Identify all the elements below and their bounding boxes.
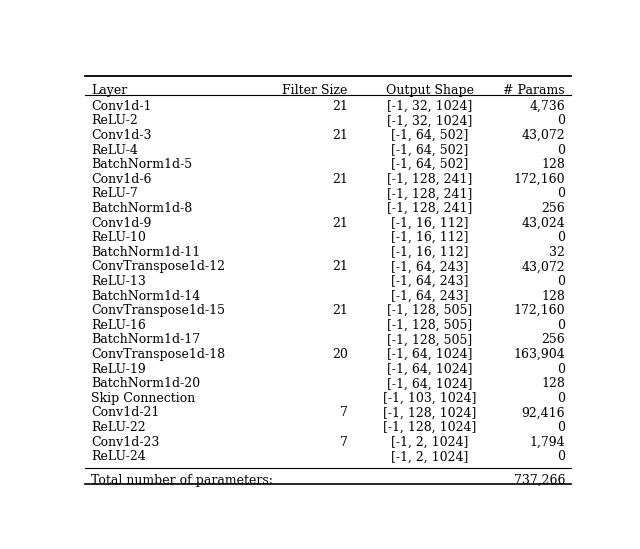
Text: 21: 21 xyxy=(332,260,348,273)
Text: Layer: Layer xyxy=(91,83,127,97)
Text: ConvTranspose1d-18: ConvTranspose1d-18 xyxy=(91,348,225,361)
Text: 0: 0 xyxy=(557,231,565,244)
Text: 92,416: 92,416 xyxy=(522,406,565,419)
Text: 737,266: 737,266 xyxy=(513,474,565,487)
Text: 256: 256 xyxy=(541,333,565,346)
Text: 21: 21 xyxy=(332,216,348,229)
Text: 20: 20 xyxy=(332,348,348,361)
Text: Conv1d-9: Conv1d-9 xyxy=(91,216,151,229)
Text: [-1, 64, 502]: [-1, 64, 502] xyxy=(391,158,468,171)
Text: 4,736: 4,736 xyxy=(529,100,565,113)
Text: [-1, 64, 1024]: [-1, 64, 1024] xyxy=(387,377,472,390)
Text: Output Shape: Output Shape xyxy=(386,83,474,97)
Text: ReLU-7: ReLU-7 xyxy=(91,187,138,200)
Text: 21: 21 xyxy=(332,100,348,113)
Text: [-1, 128, 241]: [-1, 128, 241] xyxy=(387,187,472,200)
Text: BatchNorm1d-5: BatchNorm1d-5 xyxy=(91,158,192,171)
Text: Conv1d-21: Conv1d-21 xyxy=(91,406,159,419)
Text: ReLU-10: ReLU-10 xyxy=(91,231,146,244)
Text: 0: 0 xyxy=(557,187,565,200)
Text: Filter Size: Filter Size xyxy=(282,83,348,97)
Text: [-1, 64, 1024]: [-1, 64, 1024] xyxy=(387,348,472,361)
Text: ReLU-4: ReLU-4 xyxy=(91,143,138,156)
Text: 128: 128 xyxy=(541,290,565,302)
Text: [-1, 2, 1024]: [-1, 2, 1024] xyxy=(391,436,468,449)
Text: 0: 0 xyxy=(557,363,565,376)
Text: [-1, 128, 241]: [-1, 128, 241] xyxy=(387,202,472,215)
Text: ReLU-2: ReLU-2 xyxy=(91,114,138,127)
Text: 43,072: 43,072 xyxy=(522,260,565,273)
Text: BatchNorm1d-20: BatchNorm1d-20 xyxy=(91,377,200,390)
Text: ReLU-19: ReLU-19 xyxy=(91,363,146,376)
Text: [-1, 32, 1024]: [-1, 32, 1024] xyxy=(387,100,472,113)
Text: [-1, 128, 505]: [-1, 128, 505] xyxy=(387,333,472,346)
Text: 32: 32 xyxy=(549,246,565,259)
Text: [-1, 128, 241]: [-1, 128, 241] xyxy=(387,173,472,186)
Text: ConvTranspose1d-15: ConvTranspose1d-15 xyxy=(91,304,225,317)
Text: BatchNorm1d-14: BatchNorm1d-14 xyxy=(91,290,200,302)
Text: 7: 7 xyxy=(340,406,348,419)
Text: [-1, 64, 243]: [-1, 64, 243] xyxy=(391,290,468,302)
Text: [-1, 103, 1024]: [-1, 103, 1024] xyxy=(383,392,476,405)
Text: 0: 0 xyxy=(557,319,565,332)
Text: 7: 7 xyxy=(340,436,348,449)
Text: ConvTranspose1d-12: ConvTranspose1d-12 xyxy=(91,260,225,273)
Text: ReLU-22: ReLU-22 xyxy=(91,421,145,434)
Text: 21: 21 xyxy=(332,173,348,186)
Text: 128: 128 xyxy=(541,377,565,390)
Text: ReLU-13: ReLU-13 xyxy=(91,275,146,288)
Text: [-1, 128, 1024]: [-1, 128, 1024] xyxy=(383,421,476,434)
Text: Total number of parameters:: Total number of parameters: xyxy=(91,474,273,487)
Text: 172,160: 172,160 xyxy=(513,304,565,317)
Text: 21: 21 xyxy=(332,304,348,317)
Text: 1,794: 1,794 xyxy=(529,436,565,449)
Text: 0: 0 xyxy=(557,421,565,434)
Text: Skip Connection: Skip Connection xyxy=(91,392,195,405)
Text: 128: 128 xyxy=(541,158,565,171)
Text: [-1, 16, 112]: [-1, 16, 112] xyxy=(391,216,468,229)
Text: 0: 0 xyxy=(557,275,565,288)
Text: 163,904: 163,904 xyxy=(513,348,565,361)
Text: [-1, 16, 112]: [-1, 16, 112] xyxy=(391,246,468,259)
Text: [-1, 64, 243]: [-1, 64, 243] xyxy=(391,260,468,273)
Text: [-1, 128, 505]: [-1, 128, 505] xyxy=(387,319,472,332)
Text: BatchNorm1d-11: BatchNorm1d-11 xyxy=(91,246,200,259)
Text: [-1, 64, 502]: [-1, 64, 502] xyxy=(391,143,468,156)
Text: [-1, 128, 1024]: [-1, 128, 1024] xyxy=(383,406,476,419)
Text: 0: 0 xyxy=(557,392,565,405)
Text: [-1, 64, 1024]: [-1, 64, 1024] xyxy=(387,363,472,376)
Text: # Params: # Params xyxy=(504,83,565,97)
Text: [-1, 128, 505]: [-1, 128, 505] xyxy=(387,304,472,317)
Text: 172,160: 172,160 xyxy=(513,173,565,186)
Text: Conv1d-23: Conv1d-23 xyxy=(91,436,159,449)
Text: BatchNorm1d-8: BatchNorm1d-8 xyxy=(91,202,192,215)
Text: Conv1d-6: Conv1d-6 xyxy=(91,173,152,186)
Text: 0: 0 xyxy=(557,450,565,463)
Text: 21: 21 xyxy=(332,129,348,142)
Text: [-1, 16, 112]: [-1, 16, 112] xyxy=(391,231,468,244)
Text: [-1, 64, 243]: [-1, 64, 243] xyxy=(391,275,468,288)
Text: 43,024: 43,024 xyxy=(522,216,565,229)
Text: 0: 0 xyxy=(557,114,565,127)
Text: Conv1d-1: Conv1d-1 xyxy=(91,100,152,113)
Text: [-1, 32, 1024]: [-1, 32, 1024] xyxy=(387,114,472,127)
Text: 0: 0 xyxy=(557,143,565,156)
Text: BatchNorm1d-17: BatchNorm1d-17 xyxy=(91,333,200,346)
Text: ReLU-16: ReLU-16 xyxy=(91,319,146,332)
Text: [-1, 2, 1024]: [-1, 2, 1024] xyxy=(391,450,468,463)
Text: [-1, 64, 502]: [-1, 64, 502] xyxy=(391,129,468,142)
Text: 256: 256 xyxy=(541,202,565,215)
Text: ReLU-24: ReLU-24 xyxy=(91,450,146,463)
Text: 43,072: 43,072 xyxy=(522,129,565,142)
Text: Conv1d-3: Conv1d-3 xyxy=(91,129,152,142)
